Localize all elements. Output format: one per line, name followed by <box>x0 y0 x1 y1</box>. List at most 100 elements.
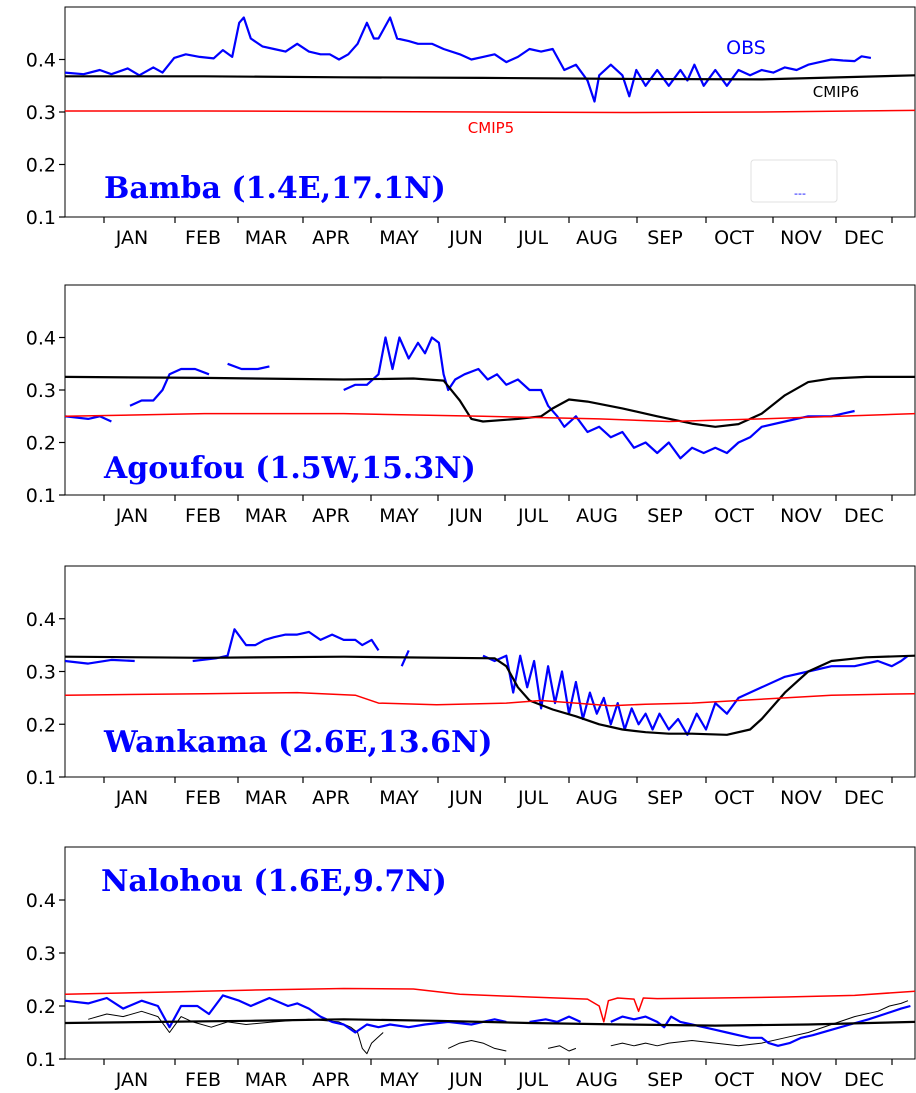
x-tick-label: APR <box>312 227 350 249</box>
legend-box <box>750 159 838 203</box>
x-tick-label: JUN <box>448 787 483 809</box>
x-tick-label: JUL <box>517 1069 549 1091</box>
x-tick-label: SEP <box>647 787 683 809</box>
x-tick-label: MAY <box>379 1069 419 1091</box>
x-tick-label: JUL <box>517 505 549 527</box>
site-title: Agoufou (1.5W,15.3N) <box>103 451 476 486</box>
series-line-cmip5 <box>65 109 915 114</box>
series-line-cmip5 <box>65 987 915 1023</box>
x-tick-label: DEC <box>844 1069 884 1091</box>
series-line-obs <box>65 415 112 423</box>
y-tick-label: 0.3 <box>26 943 56 965</box>
x-tick-label: OCT <box>714 227 754 249</box>
series-line-cmip5 <box>65 412 915 423</box>
x-tick-label: JAN <box>115 227 148 249</box>
label-cmip5: CMIP5 <box>468 119 514 137</box>
x-tick-label: MAR <box>245 505 288 527</box>
series-line-obs <box>65 994 507 1034</box>
x-tick-label: DEC <box>844 227 884 249</box>
panel-2: 0.1 0.2 0.3 0.4 JAN FEB MAR APR MAY JUN JUL AUG SEP O… <box>26 284 916 527</box>
panel-3: 0.1 0.2 0.3 0.4 JAN FEB MAR APR MAY JUN JUL AUG SEP O… <box>26 565 916 809</box>
x-tick-label: DEC <box>844 505 884 527</box>
x-tick-label: JAN <box>115 505 148 527</box>
series-line-obs-thin <box>88 1010 384 1055</box>
panel-4: 0.1 0.2 0.3 0.4 JAN FEB MAR APR MAY JUN JUL AUG SEP O… <box>26 846 916 1091</box>
site-title: Bamba (1.4E,17.1N) <box>104 171 446 206</box>
site-title: Wankama (2.6E,13.6N) <box>103 725 493 760</box>
x-tick-label: SEP <box>647 505 683 527</box>
series-line-obs <box>65 658 135 665</box>
x-tick-label: SEP <box>647 1069 683 1091</box>
x-tick-label: APR <box>312 505 350 527</box>
x-tick-label: MAR <box>245 1069 288 1091</box>
x-tick-label: JUL <box>517 227 549 249</box>
y-tick-label: 0.2 <box>26 714 56 736</box>
y-tick-label: 0.3 <box>26 102 56 124</box>
x-tick-label: AUG <box>576 227 618 249</box>
y-tick-label: 0.1 <box>26 207 56 229</box>
x-tick-label: JAN <box>115 787 148 809</box>
x-tick-label: MAR <box>245 787 288 809</box>
series-line-cmip6 <box>65 375 915 428</box>
series-line-obs-thin <box>547 1045 577 1052</box>
series-line-obs <box>192 628 380 663</box>
series-line-obs <box>227 362 270 371</box>
x-tick-label: MAY <box>379 227 419 249</box>
x-tick-label: MAR <box>245 227 288 249</box>
x-tick-label: AUG <box>576 1069 618 1091</box>
series-line-cmip6 <box>65 1018 915 1027</box>
y-tick-label: 0.1 <box>26 1049 56 1071</box>
y-tick-label: 0.4 <box>26 609 56 631</box>
x-tick-label: MAY <box>379 505 419 527</box>
x-tick-label: NOV <box>780 1069 822 1091</box>
x-tick-label: OCT <box>714 505 754 527</box>
x-tick-label: FEB <box>185 227 221 249</box>
label-cmip6: CMIP6 <box>813 83 859 101</box>
series-line-cmip6 <box>65 74 915 81</box>
x-tick-label: NOV <box>780 505 822 527</box>
y-tick-label: 0.3 <box>26 380 56 402</box>
x-tick-label: MAY <box>379 787 419 809</box>
x-tick-label: FEB <box>185 505 221 527</box>
series-line-obs-thin <box>610 1000 909 1047</box>
series-line-obs-thin <box>447 1040 507 1052</box>
x-tick-label: JUN <box>448 1069 483 1091</box>
series-line-obs <box>610 1004 911 1047</box>
series-line-obs <box>343 336 855 460</box>
x-tick-label: JAN <box>115 1069 148 1091</box>
y-tick-label: 0.1 <box>26 485 56 507</box>
x-tick-label: DEC <box>844 787 884 809</box>
y-tick-label: 0.2 <box>26 155 56 177</box>
panel-1: 0.1 0.2 0.3 0.4 JAN FEB MAR APR MAY JUN JUL AUG SEP O… <box>26 6 916 249</box>
series-line-obs <box>129 367 210 407</box>
x-tick-label: NOV <box>780 787 822 809</box>
x-tick-label: JUN <box>448 505 483 527</box>
y-tick-label: 0.1 <box>26 767 56 789</box>
y-tick-label: 0.2 <box>26 433 56 455</box>
x-tick-label: APR <box>312 1069 350 1091</box>
x-tick-label: FEB <box>185 787 221 809</box>
label-obs: OBS <box>726 37 766 59</box>
x-tick-label: JUL <box>517 787 549 809</box>
series-line-cmip5 <box>65 691 915 707</box>
legend-placeholder: --- <box>794 187 806 200</box>
series-line-cmip6 <box>65 654 915 736</box>
x-tick-label: JUN <box>448 227 483 249</box>
x-tick-label: SEP <box>647 227 683 249</box>
y-tick-label: 0.4 <box>26 328 56 350</box>
series-line-obs <box>65 16 872 103</box>
x-tick-label: NOV <box>780 227 822 249</box>
x-tick-label: AUG <box>576 505 618 527</box>
x-tick-label: OCT <box>714 787 754 809</box>
x-tick-label: OCT <box>714 1069 754 1091</box>
y-tick-label: 0.3 <box>26 662 56 684</box>
y-tick-label: 0.4 <box>26 890 56 912</box>
site-title: Nalohou (1.6E,9.7N) <box>101 864 447 899</box>
x-tick-label: FEB <box>185 1069 221 1091</box>
x-tick-label: AUG <box>576 787 618 809</box>
series-line-obs <box>529 1015 582 1023</box>
y-tick-label: 0.4 <box>26 50 56 72</box>
x-tick-label: APR <box>312 787 350 809</box>
y-tick-label: 0.2 <box>26 996 56 1018</box>
